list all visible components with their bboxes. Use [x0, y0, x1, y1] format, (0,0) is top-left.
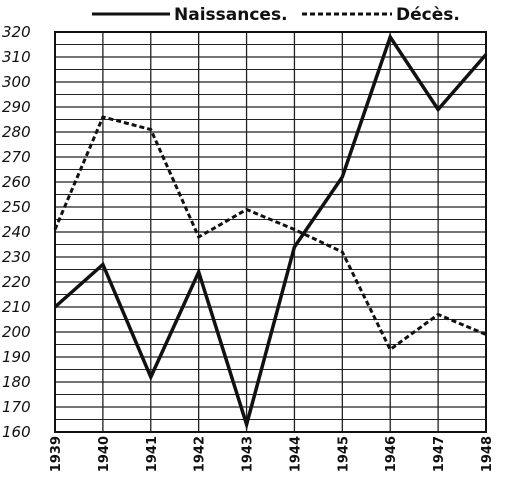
y-tick-label: 200: [2, 323, 31, 341]
y-tick-label: 190: [2, 348, 31, 366]
y-tick-label: 170: [2, 398, 31, 416]
y-tick-label: 250: [2, 198, 31, 216]
y-tick-label: 280: [2, 123, 31, 141]
y-tick-label: 260: [2, 173, 31, 191]
y-tick-label: 230: [2, 248, 31, 266]
legend: Naissances. Décès.: [92, 5, 460, 25]
series-line-naissances: [53, 33, 488, 431]
x-tick-label: 1945: [336, 436, 351, 472]
legend-label-deces: Décès.: [396, 5, 460, 25]
x-tick-label: 1940: [97, 436, 112, 472]
y-tick-label: 320: [2, 23, 31, 41]
y-tick-label: 160: [2, 423, 31, 441]
series-line-deces: [53, 115, 487, 352]
plot-frame: [54, 31, 487, 433]
y-tick-label: 290: [2, 98, 31, 116]
x-tick-label: 1944: [288, 436, 303, 472]
y-tick-label: 270: [2, 148, 31, 166]
y-tick-label: 300: [2, 73, 31, 91]
legend-label-naissances: Naissances.: [174, 5, 288, 25]
tick-labels: 160 170 180 190 200 210 220 230 240 250 260 270 280 2…: [2, 23, 495, 472]
y-tick-label: 180: [2, 373, 31, 391]
x-tick-label: 1941: [145, 436, 160, 472]
y-tick-label: 220: [2, 273, 31, 291]
x-tick-label: 1942: [193, 436, 208, 472]
x-tick-label: 1947: [432, 436, 447, 472]
x-tick-label: 1946: [384, 436, 399, 472]
y-tick-label: 310: [2, 48, 31, 66]
y-tick-label: 210: [2, 298, 31, 316]
grid: [54, 31, 487, 433]
y-tick-label: 240: [2, 223, 31, 241]
x-tick-label: 1948: [480, 436, 495, 472]
x-tick-label: 1943: [241, 436, 256, 472]
series-lines: [53, 33, 488, 431]
x-tick-label: 1939: [49, 436, 64, 472]
